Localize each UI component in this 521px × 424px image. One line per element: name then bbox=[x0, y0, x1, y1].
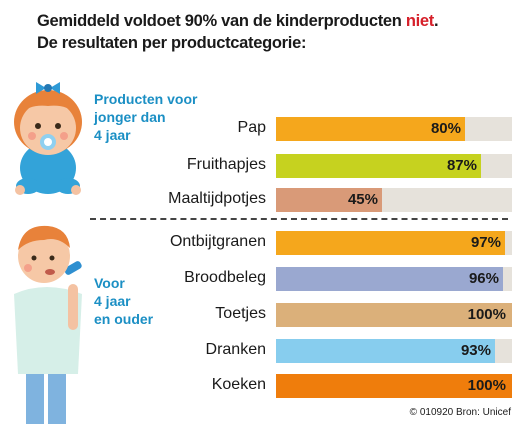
group-label-older-line-3: en ouder bbox=[94, 311, 154, 327]
group-divider bbox=[90, 218, 508, 220]
group-label-older-line-1: Voor bbox=[94, 275, 125, 291]
bar-value-label: 100% bbox=[467, 377, 506, 394]
category-label: Maaltijdpotjes bbox=[168, 190, 266, 207]
title-line-1-end: . bbox=[433, 12, 439, 30]
bar bbox=[276, 374, 512, 398]
chart-title: Gemiddeld voldoet 90% van de kinderprodu… bbox=[37, 10, 439, 54]
bar-value-label: 93% bbox=[460, 342, 491, 359]
bar bbox=[276, 154, 481, 178]
bar bbox=[276, 117, 465, 141]
bar-value-label: 45% bbox=[347, 191, 378, 208]
bar bbox=[276, 231, 505, 255]
title-highlight: niet bbox=[405, 12, 434, 30]
bar-value-label: 100% bbox=[467, 306, 506, 323]
bar bbox=[276, 267, 503, 291]
category-label: Fruithapjes bbox=[186, 156, 266, 173]
bar-track: 87% bbox=[276, 154, 512, 178]
bar-track: 80% bbox=[276, 117, 512, 141]
bar-value-label: 97% bbox=[470, 234, 501, 251]
category-label: Pap bbox=[237, 119, 266, 136]
group-label-young: Producten voor jonger dan 4 jaar bbox=[94, 90, 197, 144]
category-label: Ontbijtgranen bbox=[169, 233, 266, 250]
title-line-1-text: Gemiddeld voldoet 90% van de kinderprodu… bbox=[37, 12, 406, 30]
bar bbox=[276, 188, 382, 212]
bar-value-label: 96% bbox=[468, 270, 499, 287]
group-label-young-line-2: jonger dan bbox=[94, 109, 166, 125]
title-line-2: De resultaten per productcategorie: bbox=[37, 34, 307, 52]
group-label-young-line-1: Producten voor bbox=[94, 91, 198, 107]
bar bbox=[276, 339, 495, 363]
group-label-older: Voor 4 jaar en ouder bbox=[94, 274, 153, 328]
toddler-girl-illustration bbox=[14, 82, 82, 195]
title-line-1: Gemiddeld voldoet 90% van de kinderprodu… bbox=[37, 10, 439, 32]
bar-track: 45% bbox=[276, 188, 512, 212]
boy-illustration bbox=[14, 225, 82, 424]
category-label: Dranken bbox=[205, 341, 266, 358]
bar-track: 96% bbox=[276, 267, 512, 291]
category-label: Toetjes bbox=[215, 305, 266, 322]
bar-value-label: 87% bbox=[446, 157, 477, 174]
bar-track: 97% bbox=[276, 231, 512, 255]
group-label-older-line-2: 4 jaar bbox=[94, 293, 131, 309]
category-label: Broodbeleg bbox=[184, 269, 266, 286]
source-credit: © 010920 Bron: Unicef bbox=[409, 407, 511, 418]
bar bbox=[276, 303, 512, 327]
bar-value-label: 80% bbox=[430, 120, 461, 137]
category-label: Koeken bbox=[211, 376, 266, 393]
bar-track: 100% bbox=[276, 303, 512, 327]
group-label-young-line-3: 4 jaar bbox=[94, 127, 131, 143]
bar-track: 100% bbox=[276, 374, 512, 398]
bar-track: 93% bbox=[276, 339, 512, 363]
